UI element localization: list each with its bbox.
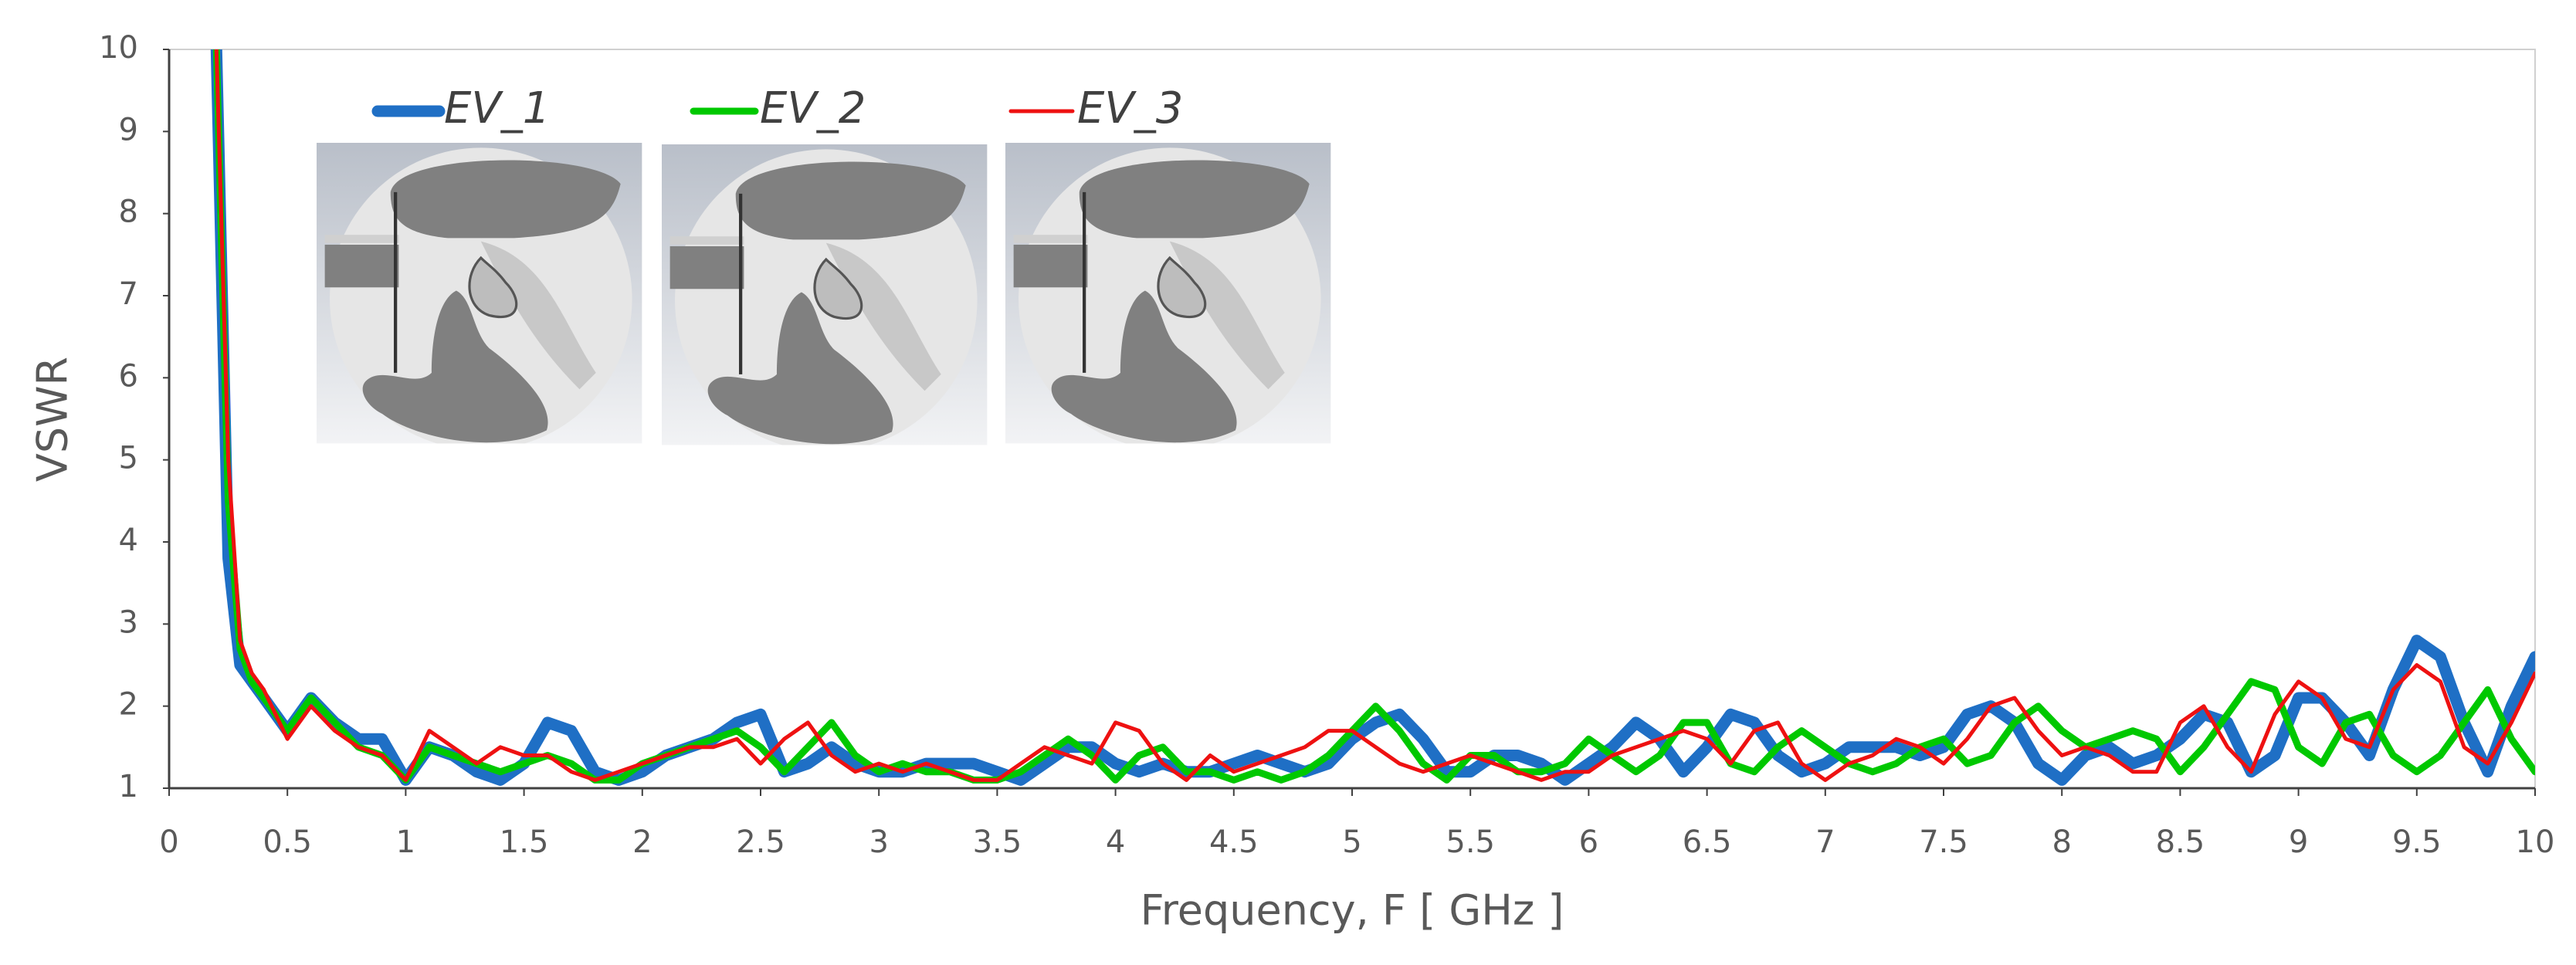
y-tick-label: 8	[119, 195, 138, 230]
y-tick-label: 4	[119, 523, 138, 558]
x-tick-label: 1	[396, 824, 415, 860]
x-tick-label: 0.5	[263, 824, 312, 860]
x-tick-label: 4.5	[1209, 824, 1259, 860]
x-tick-label: 4	[1106, 824, 1125, 860]
series-line	[210, 49, 2535, 786]
x-tick-label: 2	[632, 824, 652, 860]
y-tick-label: 2	[119, 687, 138, 723]
x-tick-label: 5	[1342, 824, 1361, 860]
x-tick-label: 9	[2289, 824, 2308, 860]
antenna-image	[662, 144, 987, 452]
antenna-image	[1005, 143, 1330, 450]
series-line	[214, 49, 2535, 782]
x-tick-label: 3.5	[973, 824, 1022, 860]
x-tick-label: 5.5	[1446, 824, 1495, 860]
y-tick-label: 3	[119, 604, 138, 640]
y-tick-label: 10	[99, 30, 138, 66]
y-tick-label: 1	[119, 769, 138, 804]
x-tick-label: 10	[2516, 824, 2555, 860]
x-tick-label: 7.5	[1919, 824, 1968, 860]
plot-area	[210, 49, 2535, 786]
y-tick-label: 5	[119, 441, 138, 476]
y-tick-label: 6	[119, 358, 138, 394]
legend-label: EV_2	[760, 83, 866, 134]
legend-label: EV_1	[444, 83, 550, 134]
x-tick-label: 7	[1815, 824, 1835, 860]
x-tick-label: 1.5	[500, 824, 549, 860]
x-tick-label: 8	[2052, 824, 2071, 860]
y-tick-label: 9	[119, 112, 138, 147]
x-tick-label: 8.5	[2156, 824, 2205, 860]
y-tick-label: 7	[119, 276, 138, 312]
legend-label: EV_3	[1077, 83, 1183, 134]
x-tick-label: 9.5	[2392, 824, 2442, 860]
x-tick-label: 0	[159, 824, 178, 860]
antenna-image	[317, 143, 642, 450]
x-tick-label: 2.5	[736, 824, 785, 860]
y-axis-title: VSWR	[29, 357, 77, 482]
x-tick-label: 6	[1579, 824, 1598, 860]
x-tick-label: 6.5	[1683, 824, 1732, 860]
x-tick-label: 3	[869, 824, 888, 860]
x-axis-title: Frequency, F [ GHz ]	[1141, 886, 1564, 935]
